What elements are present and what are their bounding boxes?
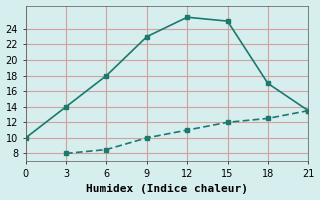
X-axis label: Humidex (Indice chaleur): Humidex (Indice chaleur) [86, 184, 248, 194]
